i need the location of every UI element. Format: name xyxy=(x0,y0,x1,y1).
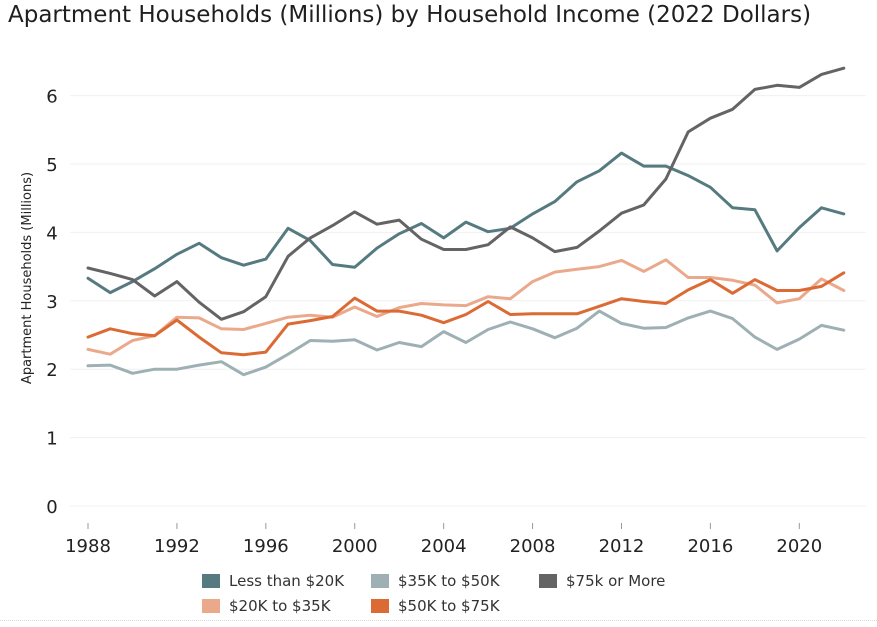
y-tick-label: 5 xyxy=(46,155,57,176)
legend-item-75k-or-more[interactable]: $75k or More xyxy=(539,572,665,590)
x-tick-label: 2008 xyxy=(510,536,556,557)
y-tick-label: 4 xyxy=(46,223,57,244)
series-line-less-than-20k xyxy=(86,151,846,295)
series-line-75k-or-more xyxy=(86,66,846,321)
y-tick-label: 0 xyxy=(46,497,57,518)
legend-item-50k-to-75k[interactable]: $50K to $75K xyxy=(371,597,500,615)
legend-label: $20K to $35K xyxy=(229,597,331,615)
x-tick-label: 2004 xyxy=(421,536,467,557)
legend-swatch xyxy=(371,574,389,588)
x-tick-label: 2016 xyxy=(687,536,733,557)
x-tick-label: 2000 xyxy=(332,536,378,557)
series-line-20k-to-35k xyxy=(86,258,846,356)
legend-item-20k-to-35k[interactable]: $20K to $35K xyxy=(202,597,331,615)
x-tick-label: 1996 xyxy=(243,536,289,557)
y-tick-label: 6 xyxy=(46,87,57,108)
legend-label: $50K to $75K xyxy=(398,597,500,615)
x-tick-label: 2020 xyxy=(776,536,822,557)
chart-title: Apartment Households (Millions) by House… xyxy=(8,2,812,28)
x-tick-label: 1988 xyxy=(65,536,111,557)
legend-label: $75k or More xyxy=(566,572,666,590)
legend-swatch xyxy=(202,574,220,588)
y-tick-label: 1 xyxy=(46,429,57,450)
x-tick-label: 1992 xyxy=(154,536,200,557)
x-tick-label: 2012 xyxy=(599,536,645,557)
legend-swatch xyxy=(539,574,557,588)
line-chart: 0 1 2 3 4 5 6 1988 1992 1996 2000 2004 2008 2012 2016 2… xyxy=(20,66,866,557)
y-tick-label: 3 xyxy=(46,292,57,313)
y-axis-label: Apartment Households (Millions) xyxy=(20,172,35,384)
legend-swatch xyxy=(371,599,389,613)
legend-label: $35K to $50K xyxy=(398,572,500,590)
series-line-50k-to-75k xyxy=(86,271,846,357)
y-tick-label: 2 xyxy=(46,360,57,381)
legend-item-less-than-20k[interactable]: Less than $20K xyxy=(202,572,344,590)
legend-item-35k-to-50k[interactable]: $35K to $50K xyxy=(371,572,500,590)
legend-label: Less than $20K xyxy=(229,572,345,590)
series-line-35k-to-50k xyxy=(86,309,846,377)
footer-divider xyxy=(0,620,877,624)
legend-swatch xyxy=(202,599,220,613)
